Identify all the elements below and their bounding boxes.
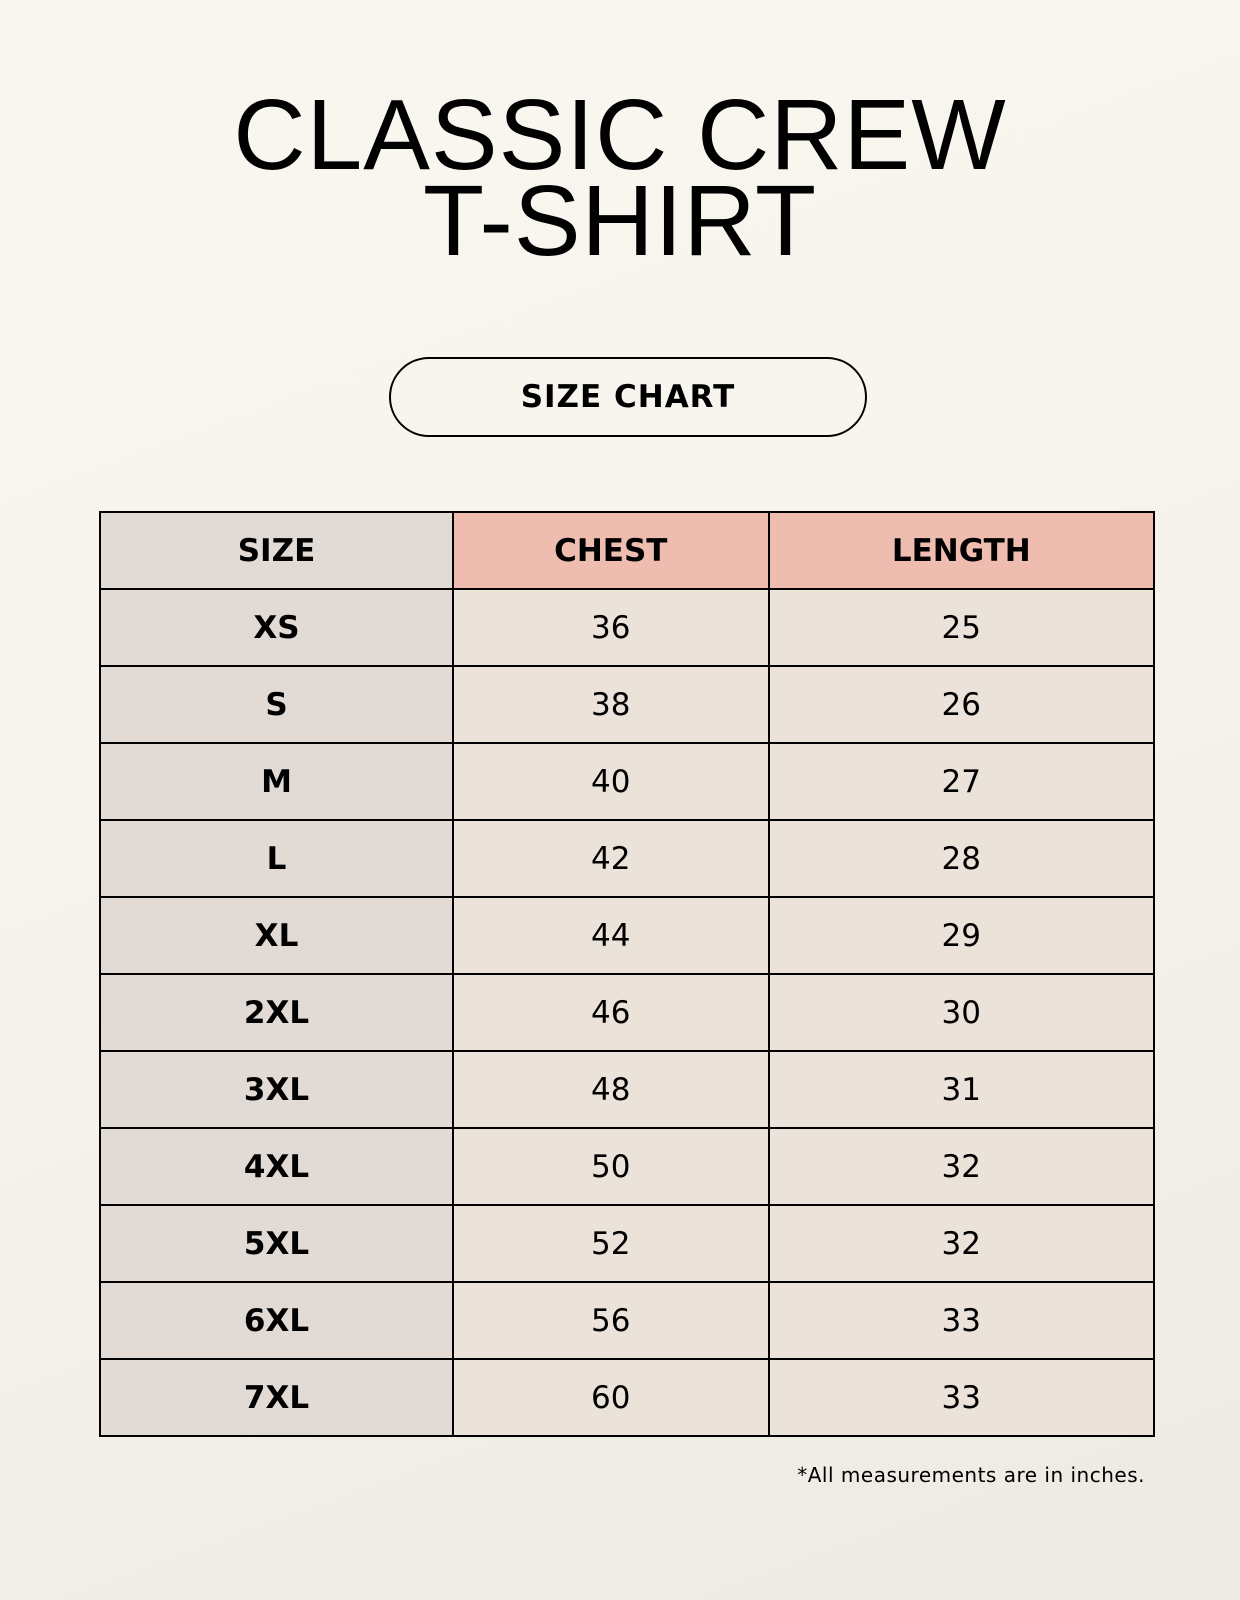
table-row: 7XL 60 33 [99,1358,1156,1437]
footnote: *All measurements are in inches. [797,1463,1145,1487]
cell-chest: 44 [452,896,770,975]
cell-length: 32 [767,1204,1156,1283]
cell-chest: 50 [452,1127,770,1206]
cell-length: 31 [767,1050,1156,1129]
header-length: LENGTH [767,511,1156,590]
cell-chest: 38 [452,665,770,744]
cell-length: 28 [767,819,1156,898]
table-row: XL 44 29 [99,896,1156,975]
title-line-2: T-SHIRT [422,165,818,277]
cell-chest: 46 [452,973,770,1052]
table-row: 2XL 46 30 [99,973,1156,1052]
cell-length: 30 [767,973,1156,1052]
cell-size: 2XL [99,973,454,1052]
table-row: M 40 27 [99,742,1156,821]
cell-length: 29 [767,896,1156,975]
cell-size: S [99,665,454,744]
cell-length: 33 [767,1281,1156,1360]
cell-chest: 60 [452,1358,770,1437]
title-line-1: CLASSIC CREW [233,79,1007,191]
cell-chest: 42 [452,819,770,898]
cell-chest: 52 [452,1204,770,1283]
cell-size: 7XL [99,1358,454,1437]
cell-size: L [99,819,454,898]
cell-size: XL [99,896,454,975]
header-chest: CHEST [452,511,770,590]
size-chart-label: SIZE CHART [389,357,867,437]
cell-size: XS [99,588,454,667]
cell-size: 6XL [99,1281,454,1360]
table-row: XS 36 25 [99,588,1156,667]
table-row: L 42 28 [99,819,1156,898]
cell-size: 4XL [99,1127,454,1206]
cell-chest: 36 [452,588,770,667]
size-table: SIZE CHEST LENGTH XS 36 25 S 38 26 M 40 27 L 42 28 X… [99,511,1156,1437]
cell-length: 27 [767,742,1156,821]
cell-size: M [99,742,454,821]
cell-chest: 48 [452,1050,770,1129]
cell-chest: 56 [452,1281,770,1360]
table-row: S 38 26 [99,665,1156,744]
table-row: 4XL 50 32 [99,1127,1156,1206]
table-row: 3XL 48 31 [99,1050,1156,1129]
header-size: SIZE [99,511,454,590]
cell-length: 33 [767,1358,1156,1437]
cell-length: 25 [767,588,1156,667]
cell-size: 5XL [99,1204,454,1283]
cell-length: 32 [767,1127,1156,1206]
cell-size: 3XL [99,1050,454,1129]
cell-chest: 40 [452,742,770,821]
table-row: 5XL 52 32 [99,1204,1156,1283]
table-header-row: SIZE CHEST LENGTH [99,511,1156,590]
table-row: 6XL 56 33 [99,1281,1156,1360]
cell-length: 26 [767,665,1156,744]
page-title: CLASSIC CREW T-SHIRT [0,79,1240,277]
